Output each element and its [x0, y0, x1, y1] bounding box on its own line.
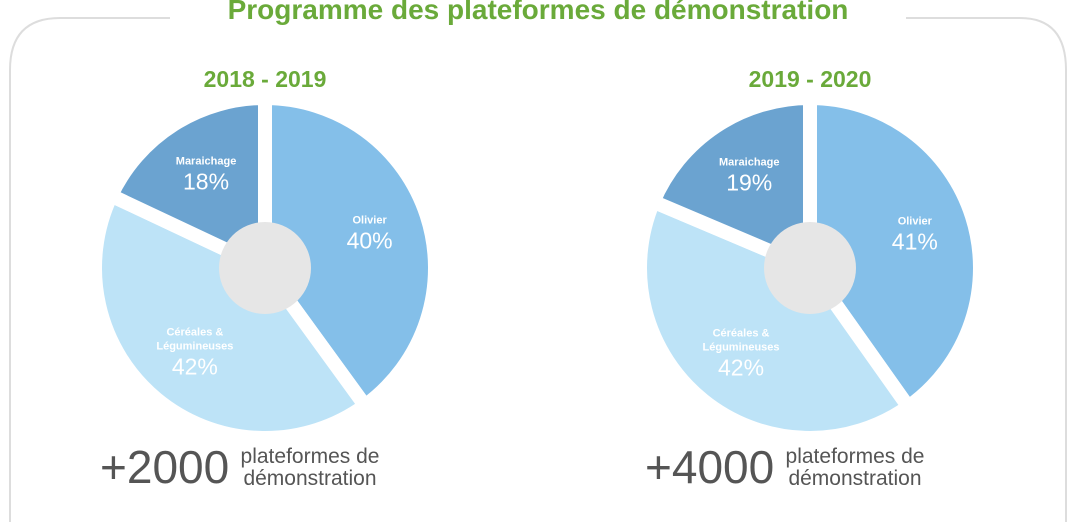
annotation-value: +2000 [100, 441, 230, 493]
pie-center [764, 222, 856, 314]
pie-slice [803, 90, 987, 417]
category-label: Maraichage [718, 156, 780, 169]
category-label: Céréales & Légumineuses [702, 327, 780, 354]
slice-label: Céréales & Légumineuses 42% [145, 325, 245, 380]
value-label: 41% [891, 228, 938, 255]
pie-slice [88, 186, 375, 445]
pie-slice [258, 90, 442, 416]
title-wrap: Programme des plateformes de démonstrati… [0, 0, 1076, 26]
category-label: Olivier [352, 214, 387, 227]
pie-slice [644, 90, 817, 279]
value-label: 42% [171, 353, 218, 380]
pie-slice [633, 192, 918, 445]
value-label: 42% [718, 354, 765, 381]
title: Programme des plateformes de démonstrati… [213, 0, 863, 25]
value-label: 18% [183, 168, 230, 195]
pie-slice [101, 90, 272, 280]
annotation-value: +4000 [645, 441, 775, 493]
chart-title: 2019 - 2020 [748, 66, 872, 92]
pie-center [219, 222, 311, 314]
frame [9, 17, 1067, 522]
slice-label: Céréales & Légumineuses 42% [691, 326, 791, 381]
annotation-text: plateformes de démonstration [240, 445, 380, 490]
annotation-text: plateformes de démonstration [785, 445, 925, 490]
value-label: 40% [346, 227, 393, 254]
category-label: Céréales & Légumineuses [156, 326, 234, 353]
category-label: Maraichage [175, 155, 237, 168]
category-label: Olivier [897, 215, 932, 228]
slice-label: Olivier 40% [320, 214, 420, 255]
value-label: 19% [726, 169, 773, 196]
slice-label: Olivier 41% [865, 214, 965, 255]
chart-title: 2018 - 2019 [203, 66, 327, 92]
slice-label: Maraichage 18% [156, 155, 256, 196]
slice-label: Maraichage 19% [699, 156, 799, 197]
